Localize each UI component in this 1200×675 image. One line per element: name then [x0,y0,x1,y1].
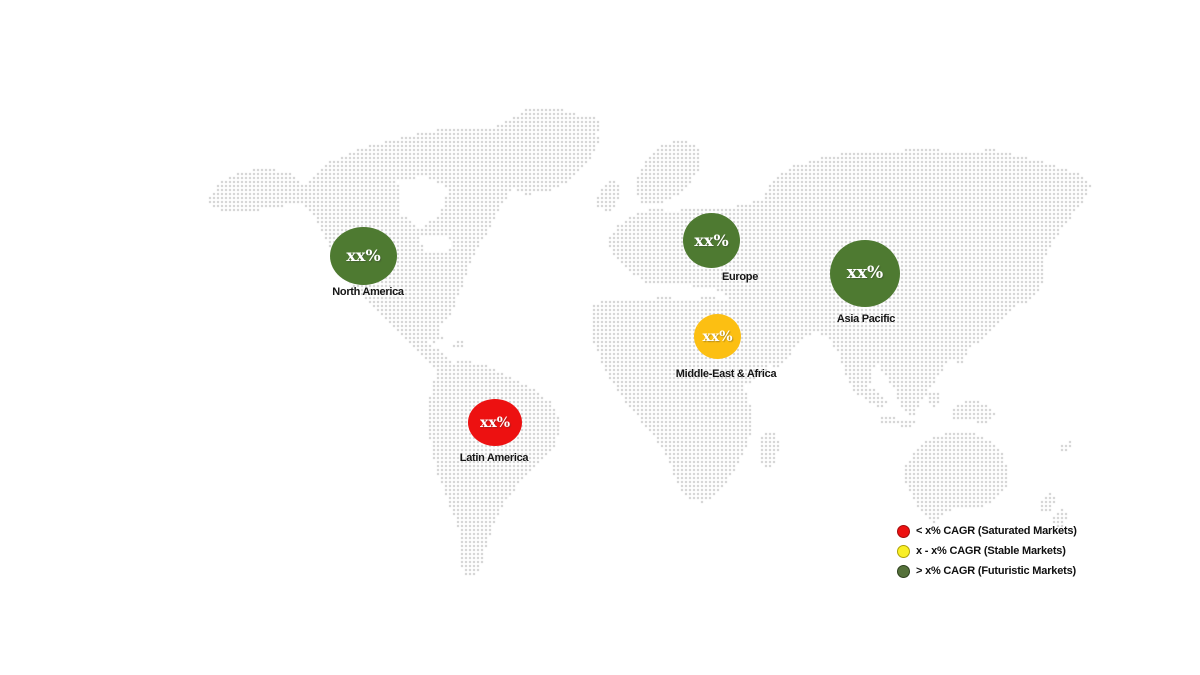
legend-dot-yellow-icon [897,544,910,558]
label-asia-pacific: Asia Pacific [836,313,896,325]
bubble-value-asia-pacific: xx% [846,263,884,283]
bubble-value-north-america: xx% [346,246,381,265]
bubble-europe: xx% [683,213,740,268]
label-middle-east-africa: Middle-East & Africa [675,368,777,380]
bubble-value-latin-america: xx% [480,414,510,431]
legend: < x% CAGR (Saturated Markets) x - x% CAG… [897,521,1077,581]
bubble-value-middle-east-africa: xx% [702,328,733,345]
legend-label-stable: x - x% CAGR (Stable Markets) [916,545,1066,557]
legend-item-saturated: < x% CAGR (Saturated Markets) [897,521,1077,541]
label-europe: Europe [721,271,759,283]
legend-dot-red-icon [897,524,910,538]
legend-label-futuristic: > x% CAGR (Futuristic Markets) [916,565,1076,577]
bubble-north-america: xx% [330,227,397,285]
bubble-middle-east-africa: xx% [694,314,741,359]
legend-item-futuristic: > x% CAGR (Futuristic Markets) [897,561,1077,581]
legend-dot-green-icon [897,564,910,578]
legend-label-saturated: < x% CAGR (Saturated Markets) [916,525,1077,537]
bubble-value-europe: xx% [694,230,729,250]
label-north-america: North America [332,286,404,298]
legend-item-stable: x - x% CAGR (Stable Markets) [897,541,1077,561]
bubble-asia-pacific: xx% [830,240,900,307]
bubble-latin-america: xx% [468,399,522,446]
label-latin-america: Latin America [459,452,529,464]
